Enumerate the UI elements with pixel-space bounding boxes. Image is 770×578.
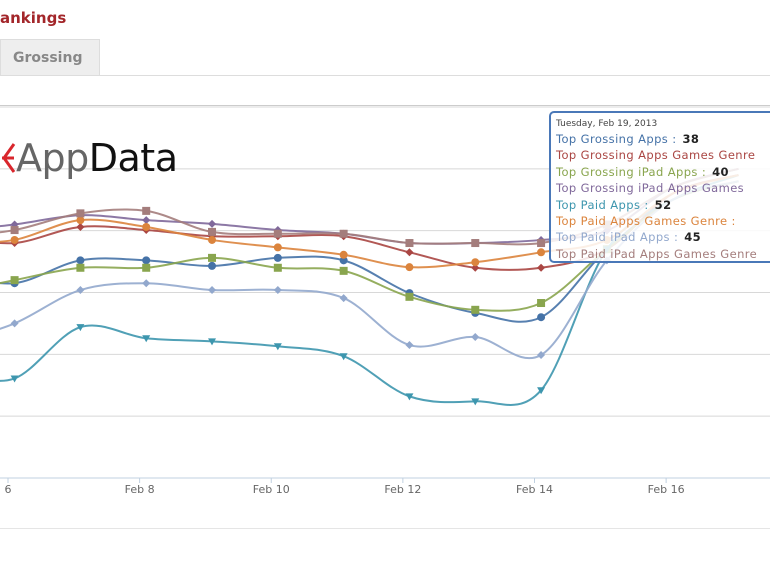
- data-point[interactable]: [405, 292, 414, 301]
- data-point[interactable]: [273, 286, 282, 295]
- data-point[interactable]: [537, 387, 546, 395]
- tooltip-row: Top Grossing Apps : 38: [556, 131, 770, 147]
- tooltip-label: Top Paid iPad Apps Games Genre: [556, 246, 758, 261]
- data-point[interactable]: [339, 229, 348, 238]
- tooltip-row: Top Grossing iPad Apps : 40: [556, 164, 770, 180]
- data-point[interactable]: [76, 256, 85, 265]
- tooltip-value: 38: [682, 132, 700, 146]
- data-point[interactable]: [10, 375, 19, 383]
- data-point[interactable]: [339, 266, 348, 275]
- data-point[interactable]: [10, 319, 19, 328]
- tooltip-date: Tuesday, Feb 19, 2013: [556, 119, 658, 129]
- data-point[interactable]: [405, 393, 414, 401]
- data-point[interactable]: [471, 333, 480, 342]
- data-point[interactable]: [142, 335, 151, 343]
- data-point[interactable]: [76, 263, 85, 272]
- data-point[interactable]: [273, 229, 282, 238]
- tooltip-label: Top Grossing iPad Apps Games: [556, 181, 745, 196]
- tooltip-value: 45: [684, 230, 702, 245]
- tooltip-row: Top Grossing iPad Apps Games: [556, 180, 770, 196]
- data-point[interactable]: [142, 263, 151, 272]
- x-tick-label: 6: [5, 483, 12, 496]
- data-point[interactable]: [339, 294, 348, 303]
- appdata-logo: AppData: [2, 136, 178, 180]
- data-point[interactable]: [471, 305, 480, 314]
- tooltip-row: Top Paid iPad Apps Games Genre: [556, 246, 770, 261]
- data-point[interactable]: [208, 261, 217, 270]
- data-point[interactable]: [76, 216, 85, 225]
- data-point[interactable]: [208, 286, 217, 295]
- data-point[interactable]: [537, 248, 546, 257]
- data-point[interactable]: [537, 263, 546, 272]
- data-point[interactable]: [273, 343, 282, 351]
- logo-text-data: Data: [88, 136, 178, 180]
- tooltip-row: Top Grossing Apps Games Genre: [556, 147, 770, 163]
- data-point[interactable]: [405, 239, 414, 248]
- data-point[interactable]: [537, 239, 546, 248]
- data-point[interactable]: [471, 239, 480, 248]
- data-point[interactable]: [471, 263, 480, 272]
- data-point[interactable]: [537, 299, 546, 308]
- data-point[interactable]: [142, 279, 151, 288]
- data-point[interactable]: [76, 286, 85, 295]
- data-point[interactable]: [471, 258, 480, 267]
- logo-text-app: App: [16, 136, 89, 180]
- data-point[interactable]: [208, 235, 217, 244]
- x-tick-label: Feb 16: [648, 483, 685, 496]
- data-point[interactable]: [339, 353, 348, 361]
- data-point[interactable]: [339, 256, 348, 265]
- data-point[interactable]: [405, 341, 414, 350]
- data-point[interactable]: [208, 253, 217, 262]
- data-point[interactable]: [273, 263, 282, 272]
- data-point[interactable]: [142, 216, 151, 225]
- data-point[interactable]: [76, 324, 85, 332]
- data-point[interactable]: [537, 350, 546, 359]
- tooltip-label: Top Paid Apps :: [556, 197, 649, 212]
- x-tick-label: Feb 12: [384, 483, 421, 496]
- tooltip-row: Top Paid iPad Apps : 45: [556, 229, 770, 245]
- tooltip-row: Top Paid Apps : 52: [556, 197, 770, 213]
- data-point[interactable]: [208, 227, 217, 236]
- data-point[interactable]: [405, 248, 414, 257]
- tooltip-label: Top Paid Apps Games Genre :: [556, 214, 736, 229]
- divider: [0, 105, 770, 106]
- chart-tooltip: Tuesday, Feb 19, 2013 Top Grossing Apps …: [549, 111, 770, 263]
- divider: [0, 75, 770, 76]
- tooltip-label: Top Grossing Apps Games Genre: [556, 148, 756, 163]
- data-point[interactable]: [76, 222, 85, 231]
- data-point[interactable]: [10, 226, 19, 235]
- data-point[interactable]: [471, 398, 480, 406]
- data-point[interactable]: [10, 276, 19, 285]
- x-tick-label: Feb 14: [516, 483, 553, 496]
- data-point[interactable]: [76, 209, 85, 218]
- page-title: ankings: [0, 9, 67, 27]
- data-point[interactable]: [273, 243, 282, 252]
- divider: [0, 528, 770, 529]
- data-point[interactable]: [208, 338, 217, 346]
- tooltip-row: Top Paid Apps Games Genre :: [556, 213, 770, 229]
- data-point[interactable]: [339, 250, 348, 259]
- tooltip-label: Top Paid iPad Apps :: [556, 230, 679, 245]
- tooltip-label: Top Grossing iPad Apps :: [556, 164, 707, 179]
- tab-grossing[interactable]: Grossing: [0, 39, 100, 75]
- data-point[interactable]: [273, 253, 282, 262]
- tooltip-label: Top Grossing Apps :: [556, 132, 677, 146]
- data-point[interactable]: [142, 256, 151, 265]
- x-tick-label: Feb 10: [253, 483, 290, 496]
- data-point[interactable]: [142, 222, 151, 231]
- tooltip-value: 40: [712, 164, 729, 179]
- data-point[interactable]: [405, 263, 414, 272]
- data-point[interactable]: [10, 235, 19, 244]
- data-point[interactable]: [537, 313, 546, 322]
- data-point[interactable]: [142, 206, 151, 215]
- tooltip-value: 52: [654, 197, 672, 212]
- data-point[interactable]: [208, 219, 217, 228]
- x-tick-label: Feb 8: [125, 483, 155, 496]
- logo-mark-icon: [2, 143, 16, 173]
